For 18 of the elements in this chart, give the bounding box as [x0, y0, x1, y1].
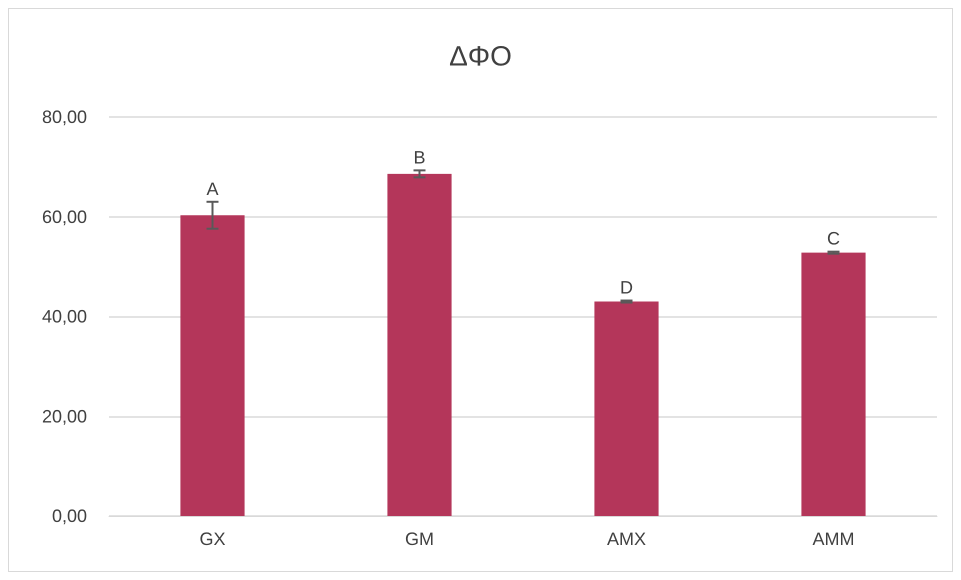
- annotation: A: [206, 178, 219, 199]
- annotation: D: [620, 278, 633, 298]
- chart-title: ΔΦΟ: [449, 40, 512, 72]
- y-tick-label: 80,00: [42, 107, 87, 127]
- x-tick-label: AMX: [606, 529, 646, 549]
- y-tick-label: 40,00: [42, 306, 87, 326]
- bar: [180, 215, 245, 516]
- x-tick-label: AMM: [812, 529, 854, 549]
- annotation: C: [827, 228, 840, 249]
- x-tick-label: GX: [199, 529, 226, 549]
- bar: [801, 252, 866, 516]
- x-tick-label: GM: [405, 529, 434, 549]
- annotation: B: [413, 147, 426, 168]
- y-tick-label: 20,00: [42, 406, 87, 426]
- bar: [387, 174, 452, 516]
- bar: [594, 302, 659, 516]
- y-tick-label: 60,00: [42, 206, 87, 227]
- y-tick-label: 0,00: [52, 506, 87, 526]
